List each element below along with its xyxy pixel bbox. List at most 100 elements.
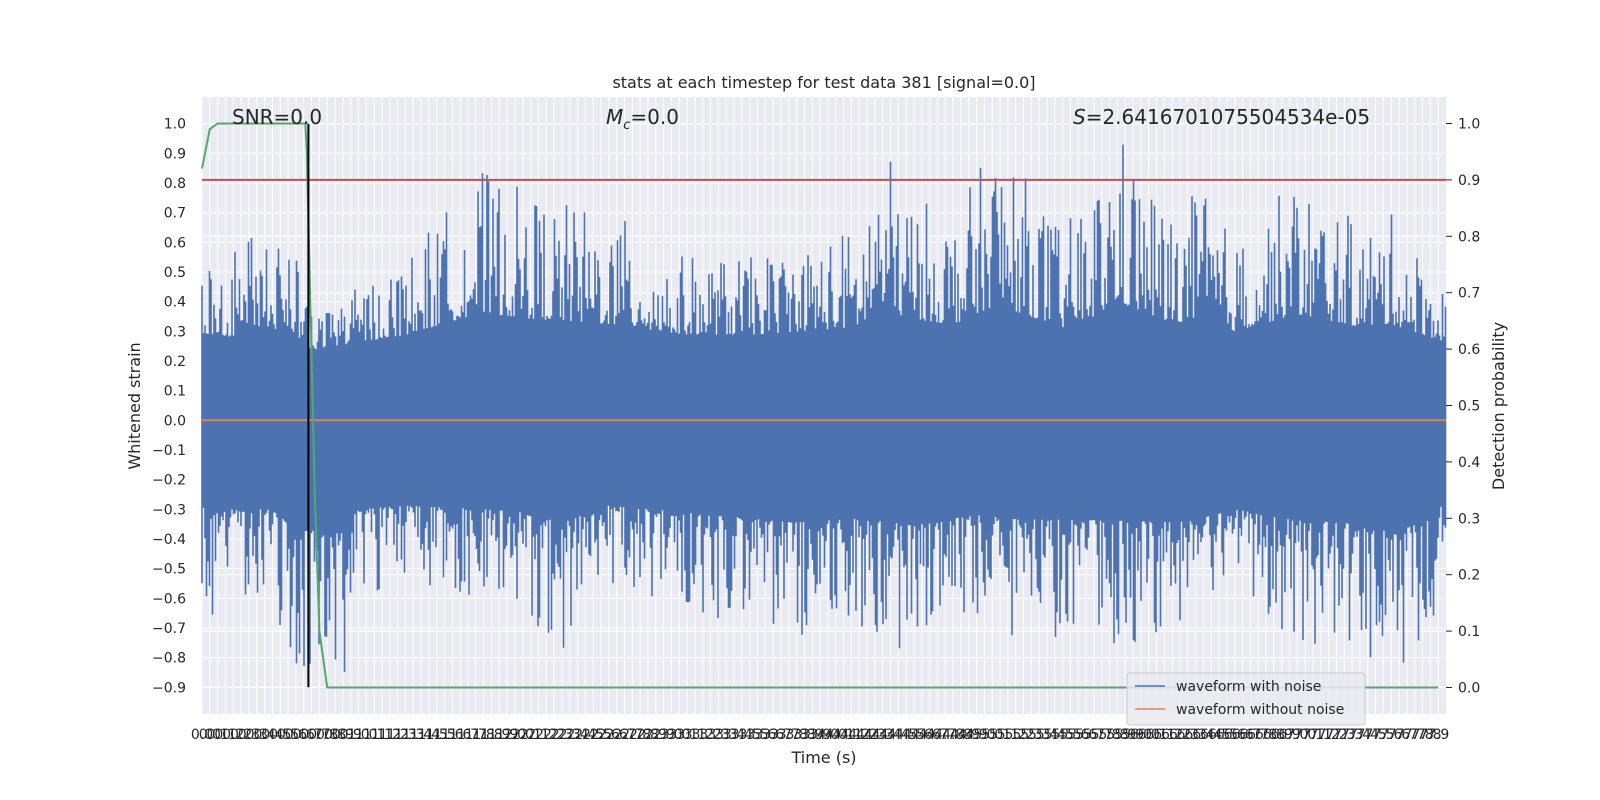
x-tick-label: 6.5 xyxy=(1216,727,1238,743)
x-tick-label: 7.3 xyxy=(1341,727,1363,743)
y-tick-label: 0.1 xyxy=(164,384,186,400)
s-value: =2.6416701075504534e-05 xyxy=(1086,105,1370,129)
x-tick-label: 0.0 xyxy=(199,727,221,743)
x-tick-label: 3.3 xyxy=(715,727,737,743)
x-tick-label: 0.1 xyxy=(214,727,236,743)
x-tick-label: 6.8 xyxy=(1255,727,1277,743)
chart-title: stats at each timestep for test data 381… xyxy=(612,73,1035,92)
x-tick-label: 3.9 xyxy=(801,727,823,743)
x-tick-label: 6.7 xyxy=(1239,727,1261,743)
x-tick-label: 6.2 xyxy=(1169,727,1191,743)
x-tick-label: 1.5 xyxy=(426,727,448,743)
x-tick-label: 0.6 xyxy=(293,727,315,743)
x-tick-label: 5.3 xyxy=(1028,727,1050,743)
x-tick-label: 3.7 xyxy=(770,727,792,743)
x-tick-label: 4.3 xyxy=(864,727,886,743)
x-tick-label: 5.0 xyxy=(973,727,995,743)
x-tick-label: 4.4 xyxy=(887,727,909,743)
x-tick-label: 6.0 xyxy=(1130,727,1152,743)
x-tick-label: 7.4 xyxy=(1349,727,1371,743)
y-tick-label: 0.8 xyxy=(164,176,186,192)
y2-tick-label: 0.2 xyxy=(1458,568,1480,584)
x-tick-label: 1.2 xyxy=(386,727,408,743)
x-tick-label: 3.1 xyxy=(684,727,706,743)
x-tick-label: 5.5 xyxy=(1059,727,1081,743)
x-tick-label: 0.2 xyxy=(222,727,244,743)
x-tick-label: 0.0 xyxy=(191,727,213,743)
x-tick-label: 6.1 xyxy=(1153,727,1175,743)
x-tick-label: 1.9 xyxy=(488,727,510,743)
x-tick-label: 7.6 xyxy=(1388,727,1410,743)
x-tick-label: 5.9 xyxy=(1114,727,1136,743)
y2-tick-label: 0.6 xyxy=(1458,342,1480,358)
x-tick-label: 3.2 xyxy=(692,727,714,743)
s-symbol: S xyxy=(1073,105,1086,129)
series-layer xyxy=(201,122,1447,689)
x-tick-label: 5.0 xyxy=(981,727,1003,743)
x-tick-label: 3.8 xyxy=(785,727,807,743)
chirp-mass-annotation: Mc=0.0 xyxy=(606,105,679,133)
x-tick-label: 4.0 xyxy=(825,727,847,743)
y2-tick-label: 0.7 xyxy=(1458,286,1480,302)
x-tick-label: 7.4 xyxy=(1357,727,1379,743)
x-tick-label: 7.8 xyxy=(1419,727,1441,743)
x-tick-label: 6.3 xyxy=(1185,727,1207,743)
y2-axis-title: Detection probability xyxy=(1489,322,1508,490)
x-tick-label: 2.1 xyxy=(527,727,549,743)
legend-box xyxy=(1126,672,1366,726)
x-tick-label: 4.2 xyxy=(856,727,878,743)
x-tick-label: 3.0 xyxy=(668,727,690,743)
x-tick-label: 5.1 xyxy=(997,727,1019,743)
y-tick-label: −0.4 xyxy=(152,532,186,548)
x-tick-label: 4.6 xyxy=(918,727,940,743)
x-tick-label: 2.9 xyxy=(652,727,674,743)
x-tick-label: 6.9 xyxy=(1278,727,1300,743)
x-tick-label: 2.0 xyxy=(512,727,534,743)
x-tick-label: 4.8 xyxy=(942,727,964,743)
legend-label-waveform-without-noise: waveform without noise xyxy=(1176,702,1344,718)
y-tick-label: −0.6 xyxy=(152,591,186,607)
x-tick-label: 6.1 xyxy=(1145,727,1167,743)
x-tick-label: 6.7 xyxy=(1247,727,1269,743)
x-tick-label: 3.6 xyxy=(754,727,776,743)
x-tick-label: 4.1 xyxy=(840,727,862,743)
x-tick-label: 6.9 xyxy=(1271,727,1293,743)
chirp-mass-symbol: M xyxy=(606,105,623,129)
y-tick-label: 0.3 xyxy=(164,324,186,340)
y2-tick-labels: 0.0 0.1 0.2 0.3 0.4 0.5 0.6 0.7 0.8 0.9 1.0 xyxy=(1446,117,1480,696)
x-tick-label: 5.5 xyxy=(1051,727,1073,743)
x-tick-label: 2.2 xyxy=(543,727,565,743)
x-tick-label: 3.4 xyxy=(723,727,745,743)
x-tick-label: 7.5 xyxy=(1364,727,1386,743)
x-tick-label: 5.7 xyxy=(1091,727,1113,743)
y-tick-label: −0.9 xyxy=(152,680,186,696)
x-tick-label: 4.1 xyxy=(832,727,854,743)
x-tick-label: 1.6 xyxy=(441,727,463,743)
x-tick-label: 2.7 xyxy=(621,727,643,743)
x-tick-label: 6.3 xyxy=(1177,727,1199,743)
x-tick-label: 0.3 xyxy=(238,727,260,743)
x-tick-label: 2.7 xyxy=(613,727,635,743)
y-tick-label: 0.2 xyxy=(164,354,186,370)
x-tick-label: 5.3 xyxy=(1020,727,1042,743)
x-tick-label: 2.4 xyxy=(574,727,596,743)
snr-annotation: SNR=0.0 xyxy=(232,105,322,129)
x-tick-label: 1.7 xyxy=(465,727,487,743)
x-tick-label: 2.0 xyxy=(504,727,526,743)
x-tick-label: 7.6 xyxy=(1380,727,1402,743)
y-tick-label: 1.0 xyxy=(164,117,186,133)
x-tick-label: 0.1 xyxy=(207,727,229,743)
x-tick-label: 5.4 xyxy=(1044,727,1066,743)
x-tick-label: 5.8 xyxy=(1098,727,1120,743)
y-tick-label: −0.7 xyxy=(152,621,186,637)
x-tick-label: 1.4 xyxy=(418,727,440,743)
y-tick-label: 0.0 xyxy=(164,413,186,429)
x-tick-label: 0.9 xyxy=(340,727,362,743)
x-tick-label: 3.8 xyxy=(793,727,815,743)
x-tick-label: 7.8 xyxy=(1411,727,1433,743)
legend: waveform with noise waveform without noi… xyxy=(1126,672,1366,726)
y2-tick-label: 0.9 xyxy=(1458,173,1480,189)
y-tick-labels: −0.9 −0.8 −0.7 −0.6 −0.5 −0.4 −0.3 −0.2 −0.1 0.0 0… xyxy=(152,117,186,697)
x-tick-label: 1.1 xyxy=(363,727,385,743)
